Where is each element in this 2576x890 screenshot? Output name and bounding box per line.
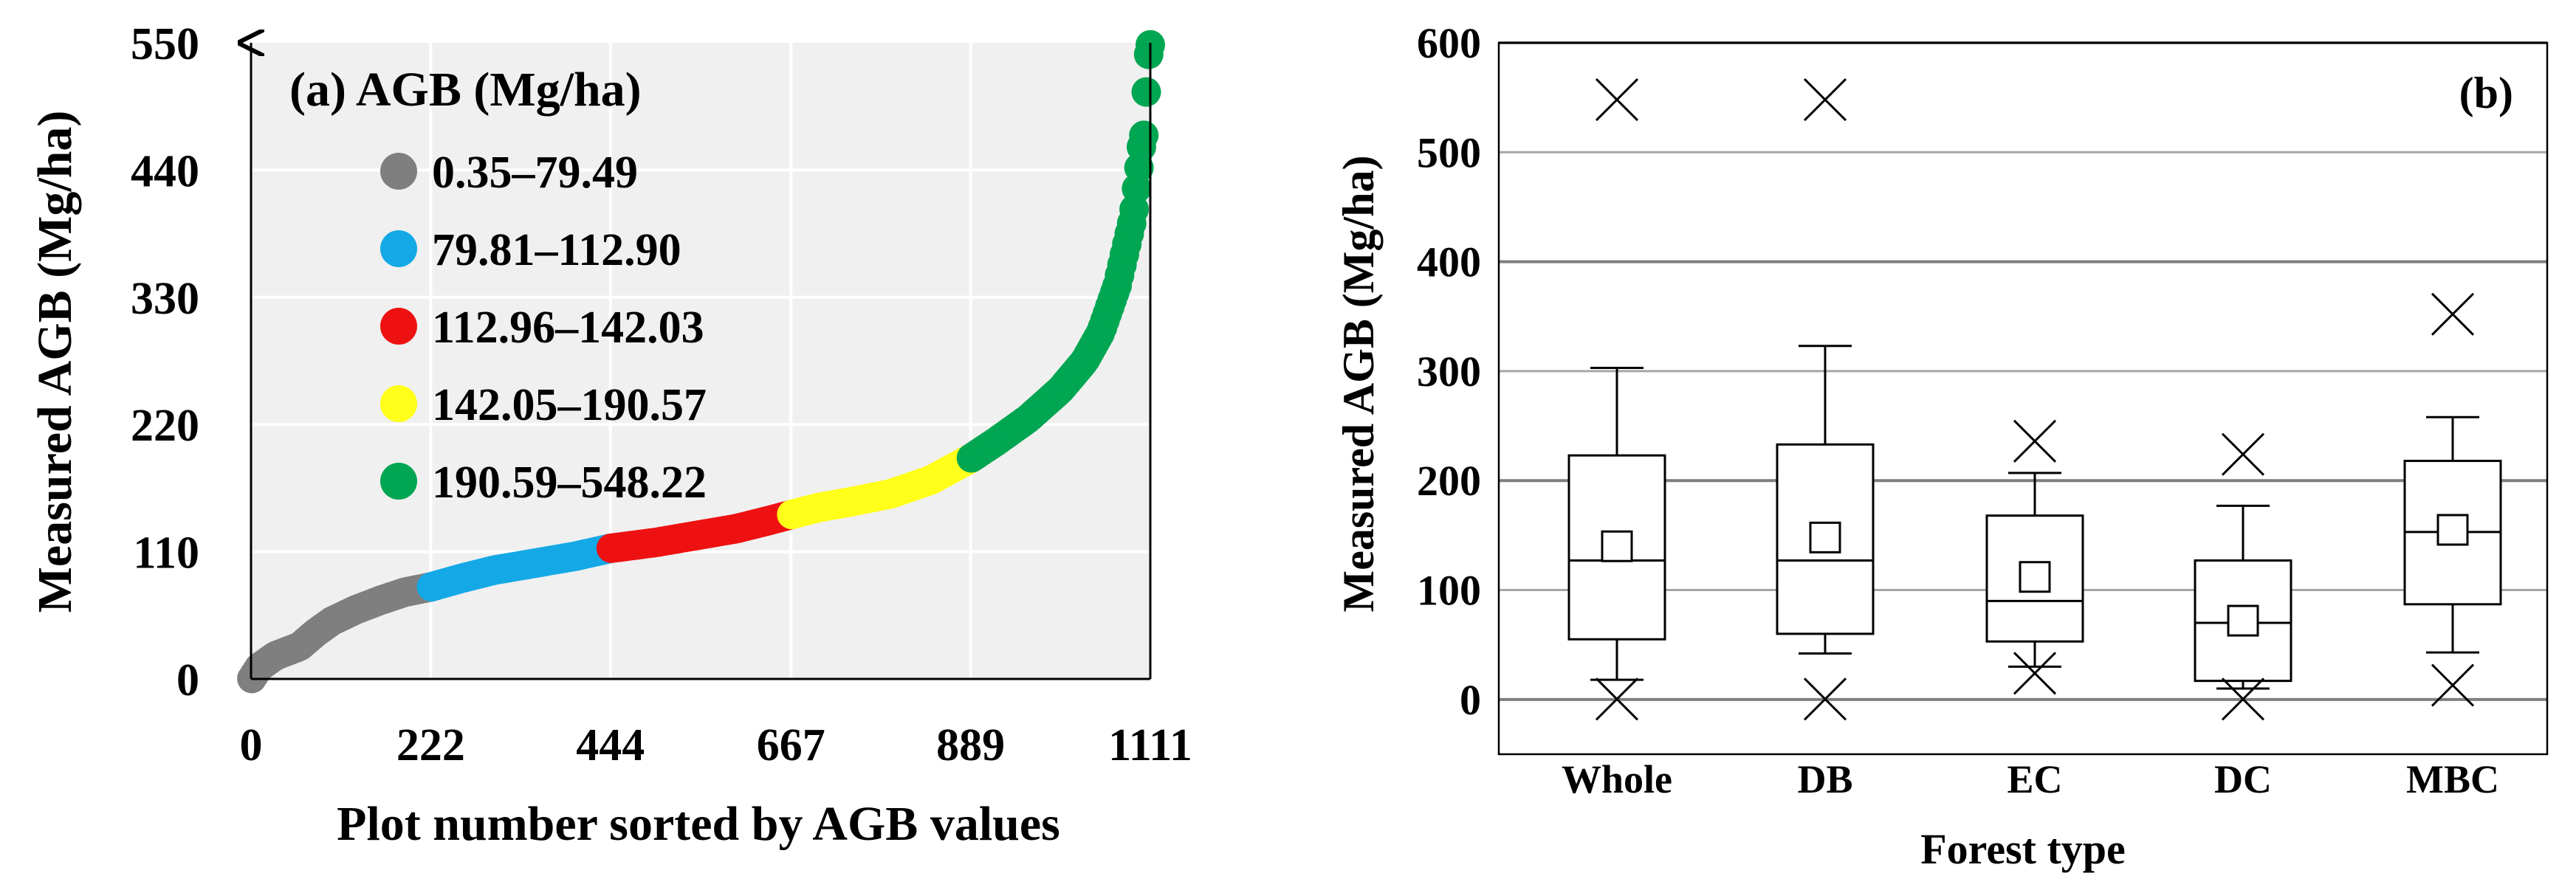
panel-b-mean-marker bbox=[2227, 604, 2259, 637]
panel-a-x-tick-label: 667 bbox=[757, 720, 825, 770]
panel-a-legend-marker bbox=[380, 463, 417, 500]
panel-b-title: (b) bbox=[2459, 69, 2513, 117]
panel-b-mean-marker bbox=[1601, 530, 1633, 562]
panel-a-y-tick-label: 110 bbox=[133, 528, 199, 579]
panel-a-legend: 0.35–79.49 79.81–112.90 112.96–142.03 142.0… bbox=[380, 148, 707, 508]
panel-a-x-tick-label: 222 bbox=[396, 720, 465, 770]
panel-b-min-marker bbox=[1595, 677, 1639, 721]
panel-b-min-marker bbox=[2013, 652, 2057, 695]
panel-a-legend-label: 190.59–548.22 bbox=[432, 458, 707, 508]
panel-b-y-tick-label: 400 bbox=[1417, 238, 1481, 286]
panel-b-max-marker bbox=[2431, 292, 2475, 336]
panel-a-x-tick-label: 889 bbox=[936, 720, 1005, 770]
panel-a-y-tick-label: 0 bbox=[176, 655, 199, 706]
panel-a-x-tick-label: 0 bbox=[240, 720, 263, 770]
panel-a-y-axis-label: Measured AGB (Mg/ha) bbox=[28, 111, 82, 613]
panel-b-y-tick-label: 500 bbox=[1417, 128, 1481, 176]
panel-b-x-stroke bbox=[2221, 432, 2265, 476]
panel-a-y-tick-labels: 0 110 220 330 440 550 bbox=[131, 19, 199, 706]
panel-b-x-stroke bbox=[2013, 419, 2057, 463]
panel-b-min-marker bbox=[2431, 663, 2475, 707]
panel-a-legend-marker bbox=[380, 385, 417, 422]
panel-a-y-tick-label: 220 bbox=[131, 401, 199, 451]
panel-b-x-tick-labels: Whole DB EC DC MBC bbox=[1562, 757, 2499, 801]
panel-b-x-stroke bbox=[1803, 677, 1847, 721]
panel-b-x-stroke bbox=[1595, 78, 1639, 122]
panel-b-box-dc bbox=[2194, 432, 2292, 721]
panel-b-y-tick-label: 100 bbox=[1417, 567, 1481, 615]
panel-a: 0 110 220 330 440 550 0 222 444 667 889 1111 (a) A… bbox=[28, 19, 1192, 851]
panel-b-y-tick-label: 200 bbox=[1417, 457, 1481, 505]
panel-b-y-tick-label: 600 bbox=[1417, 19, 1481, 67]
panel-b-max-marker bbox=[2221, 432, 2265, 476]
panel-a-title: (a) AGB (Mg/ha) bbox=[289, 63, 642, 117]
panel-b-x-stroke bbox=[1595, 677, 1639, 721]
panel-a-data-point bbox=[1129, 120, 1159, 151]
panel-b-max-marker bbox=[1595, 78, 1639, 122]
panel-b-box-mbc bbox=[2403, 292, 2502, 707]
panel-b-mean-marker bbox=[1809, 521, 1841, 553]
panel-a-legend-label: 79.81–112.90 bbox=[432, 225, 681, 275]
panel-b: 0 100 200 300 400 500 600 Whole DB EC DC MBC (b) M… bbox=[1334, 19, 2549, 873]
panel-a-x-tick-label: 1111 bbox=[1108, 720, 1192, 770]
panel-b-x-tick-label: Whole bbox=[1562, 757, 1672, 801]
panel-a-class-series-4 bbox=[777, 444, 986, 530]
panel-a-y-tick-label: 440 bbox=[131, 146, 199, 196]
panel-a-x-tick-label: 444 bbox=[576, 720, 645, 770]
panel-b-box-ec bbox=[1985, 419, 2084, 695]
panel-b-x-stroke bbox=[2013, 652, 2057, 695]
panel-b-y-tick-label: 300 bbox=[1417, 348, 1481, 396]
panel-a-y-tick-label: 550 bbox=[131, 19, 199, 69]
panel-a-points bbox=[237, 30, 1165, 694]
panel-b-x-stroke bbox=[2431, 663, 2475, 707]
panel-a-plot-area bbox=[251, 43, 1150, 679]
panel-b-x-tick-label: DB bbox=[1797, 757, 1852, 801]
panel-b-min-marker bbox=[1803, 677, 1847, 721]
panel-b-y-axis-label: Measured AGB (Mg/ha) bbox=[1334, 156, 1383, 613]
panel-a-x-tick-labels: 0 222 444 667 889 1111 bbox=[240, 720, 1192, 770]
panel-a-class-series-1 bbox=[237, 572, 446, 694]
panel-a-data-point bbox=[1131, 77, 1161, 107]
panel-a-class-series-2 bbox=[416, 534, 625, 602]
panel-b-max-marker bbox=[2013, 419, 2057, 463]
panel-a-class-series-5 bbox=[956, 30, 1165, 473]
panel-a-x-axis-label: Plot number sorted by AGB values bbox=[337, 797, 1060, 851]
panel-a-legend-label: 112.96–142.03 bbox=[432, 303, 704, 353]
panel-b-x-tick-label: DC bbox=[2214, 757, 2272, 801]
panel-b-y-tick-labels: 0 100 200 300 400 500 600 bbox=[1417, 19, 1481, 724]
panel-a-axes bbox=[251, 43, 1152, 680]
panel-b-min-marker bbox=[2221, 677, 2265, 721]
panel-b-y-tick-label: 0 bbox=[1460, 676, 1481, 724]
panel-b-mean-marker bbox=[2436, 514, 2469, 546]
panel-a-legend-marker bbox=[380, 308, 417, 345]
panel-b-box-db bbox=[1776, 78, 1875, 721]
panel-b-x-stroke bbox=[2431, 292, 2475, 336]
panel-b-mean-marker bbox=[2019, 561, 2051, 593]
panel-b-max-marker bbox=[1803, 78, 1847, 122]
panel-b-x-tick-label: EC bbox=[2007, 757, 2062, 801]
panel-a-legend-marker bbox=[380, 230, 417, 267]
panel-b-x-stroke bbox=[2221, 677, 2265, 721]
panel-b-boxes bbox=[1567, 78, 2502, 721]
panel-b-x-tick-label: MBC bbox=[2406, 757, 2499, 801]
panel-b-plot-frame bbox=[1497, 41, 2549, 756]
panel-b-x-stroke bbox=[1803, 78, 1847, 122]
panel-b-box-whole bbox=[1567, 78, 1666, 721]
panel-a-y-tick-label: 330 bbox=[131, 274, 199, 324]
panel-b-x-axis-label: Forest type bbox=[1920, 825, 2126, 873]
panel-a-legend-label: 0.35–79.49 bbox=[432, 148, 638, 198]
panel-a-legend-label: 142.05–190.57 bbox=[432, 380, 707, 430]
panel-a-legend-marker bbox=[380, 153, 417, 190]
